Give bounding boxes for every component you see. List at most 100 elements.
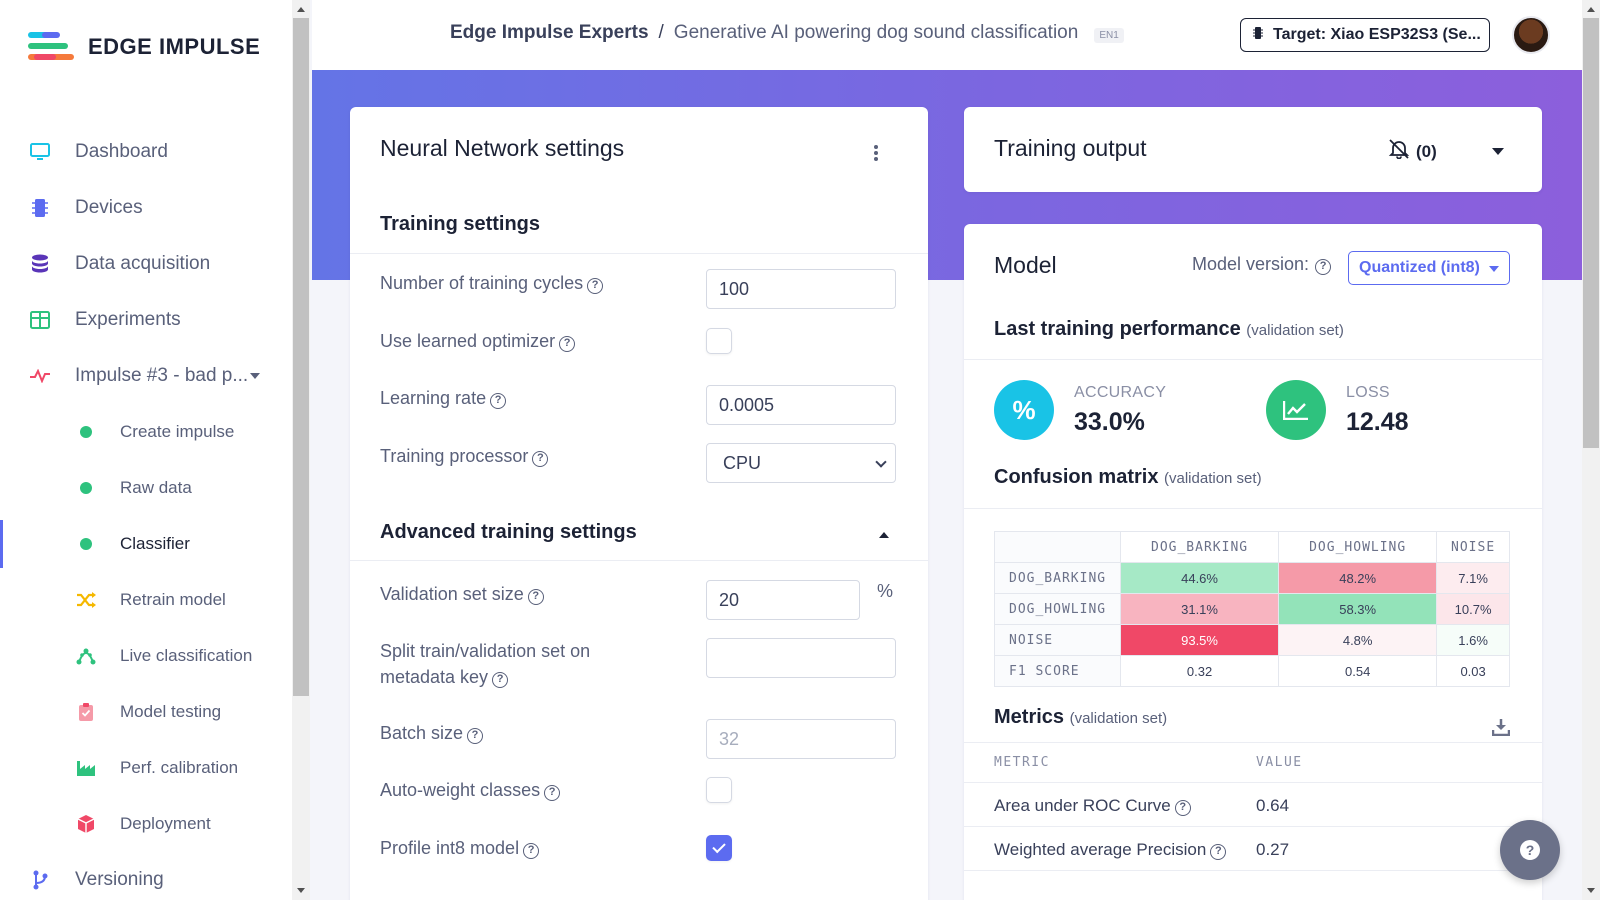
logo[interactable]: EDGE IMPULSE xyxy=(28,30,260,64)
model-card: Model Model version:? Quantized (int8) L… xyxy=(964,224,1542,900)
sidebar-item-dashboard[interactable]: Dashboard xyxy=(0,124,292,180)
sidebar-item-label: Classifier xyxy=(120,534,190,553)
notifications-toggle[interactable]: (0) xyxy=(1388,139,1437,164)
training-processor-label: Training processor? xyxy=(380,443,549,469)
row-header: NOISE xyxy=(994,624,1121,656)
sidebar-item-devices[interactable]: Devices xyxy=(0,180,292,236)
factory-icon xyxy=(76,758,96,778)
value-column-header: VALUE xyxy=(1256,755,1303,770)
divider xyxy=(964,742,1542,743)
training-processor-value: CPU xyxy=(723,452,762,473)
help-icon[interactable]: ? xyxy=(490,392,507,409)
scroll-down-arrow-icon[interactable] xyxy=(1587,888,1595,893)
section-title: Last training performance (validation se… xyxy=(994,318,1344,340)
divider xyxy=(964,508,1542,509)
sidebar-item-retrain-model[interactable]: Retrain model xyxy=(0,572,292,628)
table-corner-cell xyxy=(994,531,1121,563)
sidebar: EDGE IMPULSE Dashboard Devices Data acqu… xyxy=(0,0,292,900)
validation-size-input[interactable]: 20 xyxy=(706,580,860,620)
help-icon[interactable]: ? xyxy=(544,784,561,801)
table-header-row: DOG_BARKING DOG_HOWLING NOISE xyxy=(994,531,1510,563)
sidebar-nav: Dashboard Devices Data acquisition Exper… xyxy=(0,124,292,900)
sidebar-item-label: Perf. calibration xyxy=(120,758,239,777)
help-icon[interactable]: ? xyxy=(1174,799,1191,816)
download-icon[interactable] xyxy=(1491,718,1511,741)
table-row: F1 SCORE 0.32 0.54 0.03 xyxy=(994,655,1510,687)
validation-size-label: Validation set size? xyxy=(380,581,544,607)
matrix-cell: 93.5% xyxy=(1119,624,1280,656)
sidebar-item-perf-calibration[interactable]: Perf. calibration xyxy=(0,740,292,796)
network-icon xyxy=(76,646,96,666)
page-scrollbar-thumb[interactable] xyxy=(1583,18,1599,448)
batch-size-input[interactable]: 32 xyxy=(706,719,896,759)
sidebar-item-label: Retrain model xyxy=(120,590,226,609)
expand-caret-icon[interactable] xyxy=(1492,148,1504,155)
package-icon xyxy=(76,814,96,834)
status-dot-icon xyxy=(76,422,96,442)
profile-int8-checkbox[interactable] xyxy=(706,835,732,861)
sidebar-item-impulse[interactable]: Impulse #3 - bad p... xyxy=(0,348,292,404)
help-icon[interactable]: ? xyxy=(527,588,544,605)
row-header: F1 SCORE xyxy=(994,655,1121,687)
help-icon[interactable]: ? xyxy=(1210,843,1227,860)
training-processor-select[interactable]: CPU xyxy=(706,443,896,483)
page-scrollbar[interactable] xyxy=(1582,0,1600,900)
help-icon[interactable]: ? xyxy=(1315,258,1332,275)
matrix-cell: 1.6% xyxy=(1436,624,1510,656)
column-header: DOG_BARKING xyxy=(1119,531,1280,563)
card-title: Neural Network settings xyxy=(380,135,625,161)
divider xyxy=(964,826,1542,827)
scroll-up-arrow-icon[interactable] xyxy=(297,7,305,12)
help-icon[interactable]: ? xyxy=(467,727,484,744)
top-bar: Edge Impulse Experts / Generative AI pow… xyxy=(312,0,1582,70)
chart-icon xyxy=(1266,380,1326,440)
avatar[interactable] xyxy=(1512,16,1550,54)
training-cycles-input[interactable]: 100 xyxy=(706,269,896,309)
sidebar-scrollbar[interactable] xyxy=(292,0,310,900)
sidebar-item-create-impulse[interactable]: Create impulse xyxy=(0,404,292,460)
sidebar-item-deployment[interactable]: Deployment xyxy=(0,796,292,852)
sidebar-scrollbar-thumb[interactable] xyxy=(293,18,309,696)
sidebar-item-live-classification[interactable]: Live classification xyxy=(0,628,292,684)
sidebar-item-data-acquisition[interactable]: Data acquisition xyxy=(0,236,292,292)
sidebar-item-model-testing[interactable]: Model testing xyxy=(0,684,292,740)
sidebar-item-versioning[interactable]: Versioning xyxy=(0,852,292,900)
learned-optimizer-checkbox[interactable] xyxy=(706,328,732,354)
auto-weight-checkbox[interactable] xyxy=(706,777,732,803)
chip-icon xyxy=(30,198,50,218)
accuracy-value: 33.0% xyxy=(1074,408,1145,436)
sidebar-item-classifier[interactable]: Classifier xyxy=(0,516,292,572)
accuracy-label: ACCURACY xyxy=(1074,384,1167,401)
more-options-icon[interactable] xyxy=(874,145,878,161)
model-version-value: Quantized (int8) xyxy=(1359,259,1480,276)
matrix-cell: 7.1% xyxy=(1436,562,1510,594)
matrix-cell: 10.7% xyxy=(1436,593,1510,625)
matrix-cell: 4.8% xyxy=(1278,624,1438,656)
scroll-down-arrow-icon[interactable] xyxy=(297,888,305,893)
help-icon[interactable]: ? xyxy=(532,450,549,467)
divider xyxy=(964,782,1542,783)
metric-label: Area under ROC Curve? xyxy=(994,796,1191,816)
row-header: DOG_BARKING xyxy=(994,562,1121,594)
shuffle-icon xyxy=(76,590,96,610)
bell-off-icon xyxy=(1388,139,1410,164)
help-button[interactable]: ? xyxy=(1500,820,1560,880)
model-version-select[interactable]: Quantized (int8) xyxy=(1348,251,1510,285)
help-icon[interactable]: ? xyxy=(523,842,540,859)
sidebar-item-experiments[interactable]: Experiments xyxy=(0,292,292,348)
learning-rate-input[interactable]: 0.0005 xyxy=(706,385,896,425)
help-icon[interactable]: ? xyxy=(492,671,509,688)
split-metadata-input[interactable] xyxy=(706,638,896,678)
question-icon: ? xyxy=(1520,840,1540,860)
training-output-card: Training output (0) xyxy=(964,107,1542,192)
project-owner-link[interactable]: Edge Impulse Experts xyxy=(450,22,649,43)
project-name[interactable]: Generative AI powering dog sound classif… xyxy=(673,22,1079,43)
sidebar-item-label: Model testing xyxy=(120,702,222,721)
scroll-up-arrow-icon[interactable] xyxy=(1587,7,1595,12)
help-icon[interactable]: ? xyxy=(587,277,604,294)
target-device-button[interactable]: Target: Xiao ESP32S3 (Se... xyxy=(1240,18,1490,52)
help-icon[interactable]: ? xyxy=(559,335,576,352)
branch-icon xyxy=(30,870,50,890)
sidebar-item-raw-data[interactable]: Raw data xyxy=(0,460,292,516)
collapse-caret-icon[interactable] xyxy=(879,532,889,538)
